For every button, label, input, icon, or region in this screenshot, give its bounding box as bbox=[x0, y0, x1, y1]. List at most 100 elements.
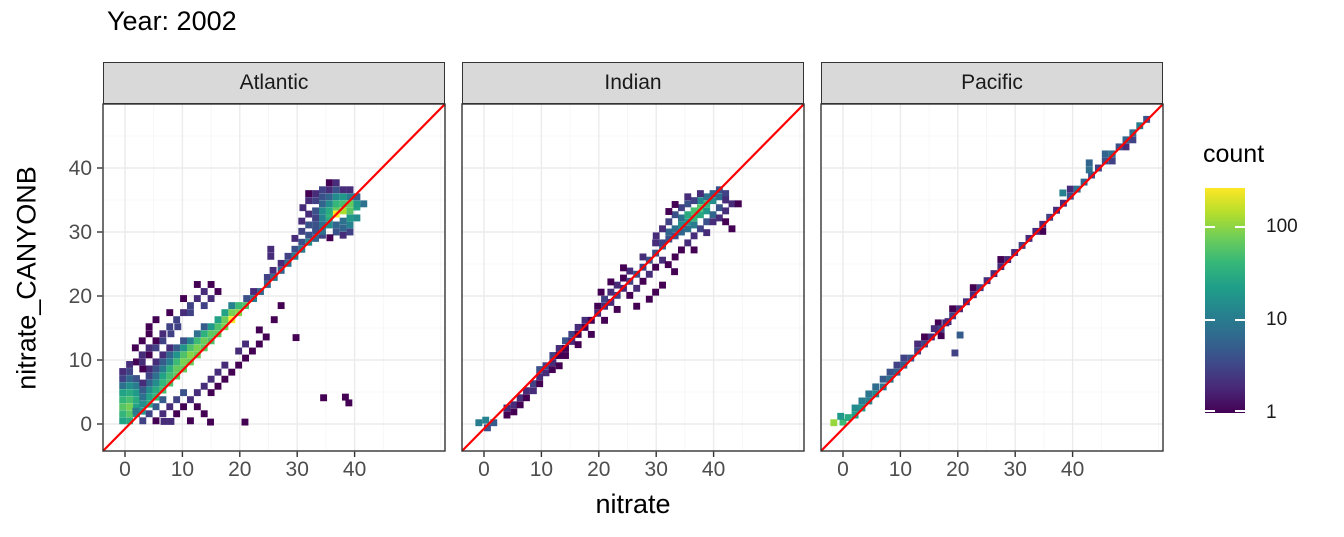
bin-cell bbox=[119, 417, 127, 425]
bin-cell bbox=[665, 218, 673, 226]
bin-cell bbox=[339, 186, 347, 194]
bin-cell bbox=[152, 379, 160, 387]
bin-cell bbox=[339, 193, 347, 201]
bin-cell bbox=[339, 231, 347, 239]
bin-cell bbox=[1059, 189, 1067, 197]
bin-cell bbox=[594, 302, 602, 310]
bin-cell bbox=[671, 211, 679, 219]
panel-border bbox=[820, 103, 1164, 452]
bin-cell bbox=[607, 288, 615, 296]
bin-cell bbox=[997, 263, 1005, 271]
bin-cell bbox=[734, 200, 742, 208]
bin-cell bbox=[690, 246, 698, 254]
bin-cell bbox=[536, 373, 544, 381]
bin-cell bbox=[690, 214, 698, 222]
bin-cell bbox=[152, 365, 160, 373]
bin-cell bbox=[678, 228, 685, 236]
bin-cell bbox=[1046, 213, 1054, 221]
bin-cell bbox=[951, 349, 959, 357]
bin-cell bbox=[180, 389, 187, 397]
bin-cell bbox=[319, 186, 326, 194]
bin-cell bbox=[601, 316, 608, 324]
bin-cell bbox=[255, 326, 263, 334]
y-tick-label: 10 bbox=[69, 349, 92, 372]
bin-cell bbox=[200, 302, 208, 310]
bin-cell bbox=[703, 193, 711, 201]
bin-cell bbox=[139, 365, 147, 373]
bin-cell bbox=[893, 368, 901, 376]
bin-cell bbox=[221, 309, 229, 317]
bin-cell bbox=[166, 365, 174, 373]
bin-cell bbox=[159, 337, 167, 345]
bin-cell bbox=[319, 221, 326, 229]
bin-cell bbox=[269, 266, 277, 274]
bin-cell bbox=[152, 386, 160, 394]
bin-cell bbox=[696, 197, 704, 205]
bin-cell bbox=[659, 256, 666, 264]
x-tick-label: 0 bbox=[478, 458, 490, 481]
bin-cell bbox=[145, 372, 153, 380]
bin-cell bbox=[665, 228, 673, 236]
bin-cell bbox=[568, 330, 576, 338]
bin-cell bbox=[696, 190, 704, 198]
colorbar-tick-dash bbox=[1205, 226, 1215, 229]
bin-cell bbox=[607, 278, 615, 286]
bin-cell bbox=[516, 401, 524, 409]
bin-cell bbox=[133, 396, 140, 404]
bin-cell bbox=[277, 259, 285, 267]
bin-cell bbox=[159, 365, 167, 373]
bin-cell bbox=[332, 221, 340, 229]
bin-cell bbox=[659, 225, 666, 233]
bin-cell bbox=[728, 200, 736, 208]
bin-cell bbox=[152, 358, 160, 366]
bin-cell bbox=[152, 316, 160, 324]
bin-cell bbox=[319, 200, 326, 208]
bin-cell bbox=[319, 231, 326, 239]
bin-cell bbox=[722, 190, 730, 198]
bin-cell bbox=[542, 369, 550, 377]
bin-cell bbox=[139, 386, 147, 394]
bin-cell bbox=[1011, 249, 1019, 256]
bin-cell bbox=[133, 389, 140, 397]
bin-cell bbox=[126, 375, 134, 383]
bin-cell bbox=[193, 344, 201, 352]
x-tick-label: 10 bbox=[171, 458, 194, 481]
bin-cell bbox=[126, 396, 134, 404]
bin-cell bbox=[659, 239, 666, 247]
bin-cell bbox=[228, 309, 236, 317]
bin-cell bbox=[339, 224, 347, 232]
bin-cell bbox=[930, 325, 938, 333]
bin-cell bbox=[159, 379, 167, 387]
bin-cell bbox=[574, 323, 582, 331]
bin-cell bbox=[339, 217, 347, 225]
bin-cell bbox=[325, 207, 333, 215]
facet-strip-atlantic: Atlantic bbox=[103, 62, 445, 104]
bin-cell bbox=[1073, 185, 1081, 193]
bin-cell bbox=[325, 221, 333, 229]
bin-cell bbox=[639, 277, 647, 285]
bin-cell bbox=[193, 295, 201, 303]
bin-cell bbox=[1115, 143, 1123, 151]
bin-cell bbox=[319, 207, 326, 215]
bin-cell bbox=[949, 312, 957, 320]
bin-cell bbox=[267, 245, 275, 253]
bin-cell bbox=[214, 368, 222, 376]
bin-cell bbox=[119, 389, 127, 397]
bin-cell bbox=[145, 365, 153, 373]
colorbar-tick-label: 100 bbox=[1266, 216, 1298, 238]
bin-cell bbox=[131, 344, 139, 352]
bin-cell bbox=[690, 207, 698, 215]
bin-cell bbox=[200, 323, 208, 331]
bin-cell bbox=[193, 337, 201, 345]
bin-cell bbox=[709, 190, 717, 198]
bin-cell bbox=[298, 227, 306, 235]
x-tick-label: 30 bbox=[1004, 458, 1027, 481]
bin-cell bbox=[613, 305, 621, 313]
bin-cell bbox=[620, 274, 627, 282]
colorbar-tick-dash bbox=[1205, 319, 1215, 322]
bin-cell bbox=[221, 375, 229, 383]
legend-title: count bbox=[1203, 140, 1265, 168]
bin-cell bbox=[962, 298, 970, 306]
bin-cell bbox=[214, 323, 222, 331]
